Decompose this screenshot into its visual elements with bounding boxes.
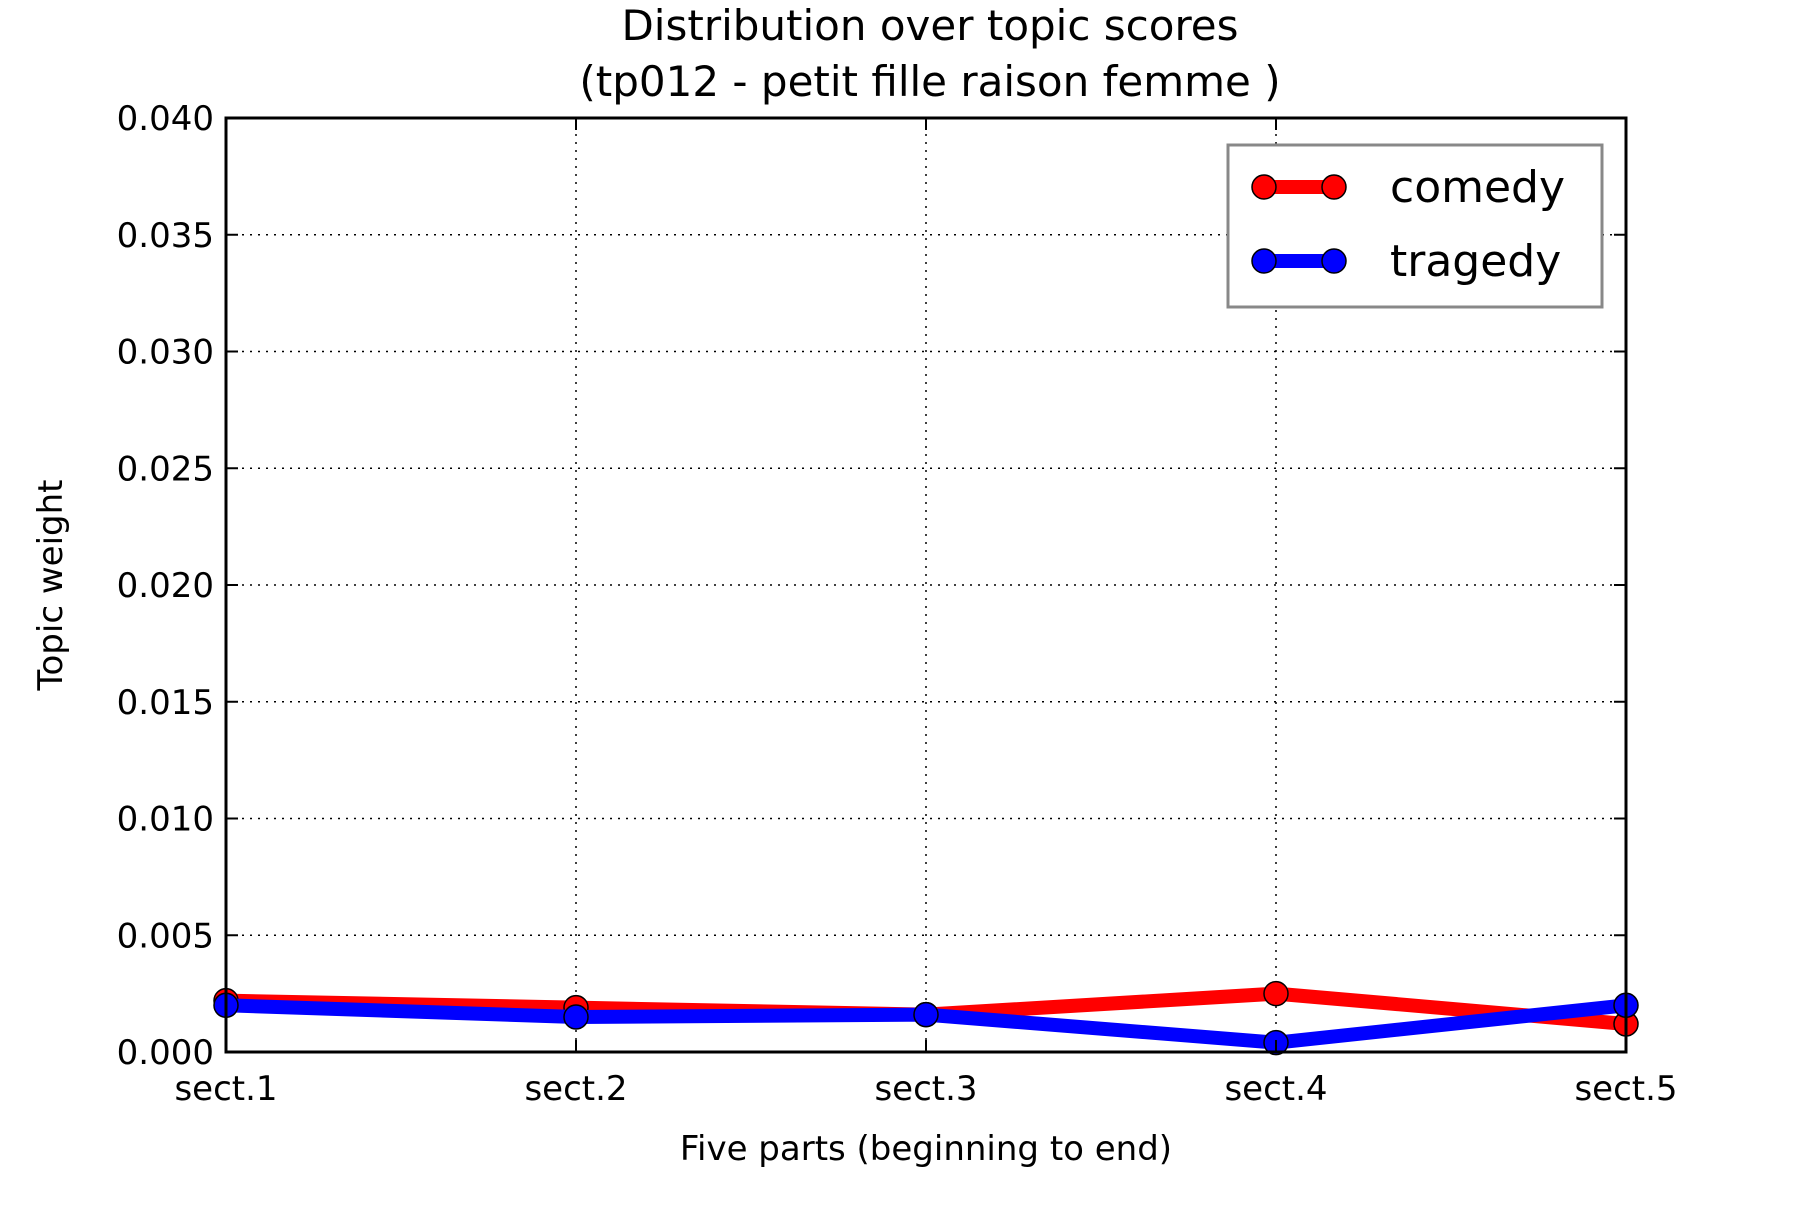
legend-label: tragedy	[1390, 236, 1561, 287]
legend-entry-comedy: comedy	[1251, 162, 1565, 213]
series-tragedy	[213, 992, 1639, 1056]
legend-swatch-marker	[1251, 174, 1277, 200]
y-tick-label: 0.020	[117, 566, 214, 606]
legend-swatch-marker	[1251, 248, 1277, 274]
y-tick-label: 0.025	[117, 449, 214, 489]
comedy-point	[1263, 980, 1289, 1007]
y-tick-label: 0.015	[117, 683, 214, 723]
y-axis-label: Topic weight	[31, 480, 71, 692]
x-tick-label: sect.5	[1574, 1069, 1677, 1109]
y-tick-label: 0.005	[117, 916, 214, 956]
legend: comedy tragedy	[1226, 143, 1604, 309]
series-layer	[213, 980, 1639, 1056]
tragedy-point	[563, 1004, 589, 1030]
y-tick-label: 0.000	[117, 1033, 214, 1073]
y-tick-label: 0.030	[117, 333, 214, 373]
x-tick-label: sect.2	[524, 1069, 627, 1109]
chart-title-line2: (tp012 - petit fille raison femme )	[579, 57, 1280, 106]
legend-swatch-marker	[1321, 174, 1347, 200]
legend-swatch-marker	[1321, 248, 1347, 274]
y-tick-label: 0.035	[117, 216, 214, 256]
x-tick-label: sect.3	[874, 1069, 977, 1109]
x-tick-label: sect.1	[174, 1069, 277, 1109]
tick-layer: 0.000 0.005 0.010 0.015 0.020 0.025 0.030 0.035…	[117, 99, 1678, 1109]
tragedy-point	[913, 1001, 939, 1028]
x-tick-label: sect.4	[1224, 1069, 1327, 1109]
chart-title-line1: Distribution over topic scores	[621, 1, 1238, 50]
legend-box	[1226, 143, 1604, 309]
x-axis-label: Five parts (beginning to end)	[680, 1129, 1172, 1169]
legend-entry-tragedy: tragedy	[1251, 236, 1561, 287]
y-tick-label: 0.040	[117, 99, 214, 139]
y-tick-label: 0.010	[117, 800, 214, 840]
grid-lines	[226, 118, 1626, 1052]
legend-label: comedy	[1390, 162, 1565, 213]
